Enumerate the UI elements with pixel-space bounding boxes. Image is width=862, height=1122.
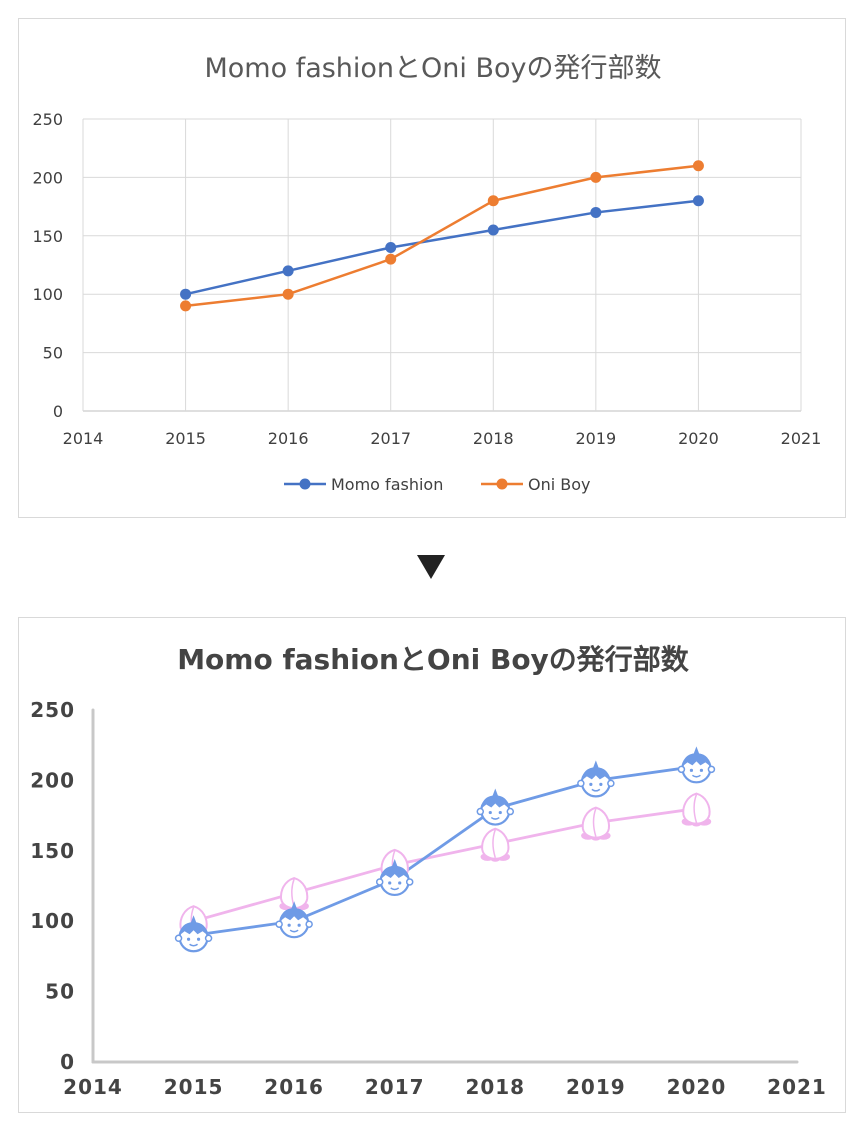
x-tick-label: 2014 bbox=[63, 429, 104, 448]
y-tick-label: 50 bbox=[43, 344, 63, 363]
x-tick-label: 2015 bbox=[164, 1075, 224, 1099]
x-tick-label: 2018 bbox=[465, 1075, 525, 1099]
legend-entry: Momo fashion bbox=[284, 475, 443, 494]
line-chart-original: Momo fashionとOni Boyの発行部数 0 50 100 150 200 25… bbox=[32, 53, 822, 494]
y-tick-label: 250 bbox=[32, 110, 63, 129]
legend-entry: Oni Boy bbox=[481, 475, 591, 494]
series-line bbox=[185, 164, 699, 308]
x-tick-label: 2016 bbox=[268, 429, 309, 448]
data-point bbox=[385, 241, 397, 253]
oni-boy-icon bbox=[677, 746, 716, 784]
x-tick-label: 2017 bbox=[365, 1075, 425, 1099]
y-tick-label: 200 bbox=[32, 168, 63, 187]
data-point bbox=[590, 206, 602, 218]
oni-boy-icon bbox=[476, 788, 515, 826]
legend-label: Momo fashion bbox=[331, 475, 443, 494]
y-tick-label: 150 bbox=[30, 839, 75, 863]
data-point bbox=[692, 195, 704, 207]
down-arrow-icon bbox=[417, 555, 445, 579]
oni-boy-icon bbox=[577, 760, 615, 798]
chart-title-illustrated: Momo fashionとOni Boyの発行部数 bbox=[177, 643, 690, 676]
oni-boy-icon bbox=[174, 915, 213, 953]
legend-marker bbox=[496, 478, 508, 490]
y-tick-label: 100 bbox=[30, 909, 75, 933]
data-point bbox=[487, 195, 499, 207]
data-point bbox=[692, 160, 704, 172]
y-tick-label: 50 bbox=[45, 980, 75, 1004]
chart-panel-illustrated: Momo fashionとOni Boyの発行部数 0 50 100 150 200 25… bbox=[18, 617, 846, 1113]
y-tick-label: 200 bbox=[30, 768, 75, 792]
chart-title: Momo fashionとOni Boyの発行部数 bbox=[204, 53, 661, 84]
legend-label: Oni Boy bbox=[528, 475, 591, 494]
x-tick-label: 2018 bbox=[473, 429, 514, 448]
y-tick-label: 0 bbox=[53, 402, 63, 421]
oni-boy-icon bbox=[275, 901, 313, 939]
data-point bbox=[180, 288, 192, 300]
y-tick-label: 250 bbox=[30, 698, 75, 722]
x-tick-label: 2014 bbox=[63, 1075, 123, 1099]
x-tick-label: 2019 bbox=[566, 1075, 626, 1099]
data-point bbox=[282, 288, 294, 300]
oni-boy-icon bbox=[375, 858, 414, 897]
peach-icon bbox=[581, 806, 611, 841]
series-line bbox=[185, 199, 699, 296]
data-point bbox=[180, 300, 192, 312]
series-line bbox=[193, 764, 697, 937]
data-point bbox=[385, 253, 397, 265]
legend-marker bbox=[299, 478, 311, 490]
data-point bbox=[590, 171, 602, 183]
y-tick-label: 0 bbox=[60, 1050, 75, 1074]
line-chart-illustrated: Momo fashionとOni Boyの発行部数 0 50 100 150 200 25… bbox=[30, 643, 827, 1099]
y-tick-label: 150 bbox=[32, 227, 63, 246]
y-tick-label: 100 bbox=[32, 285, 63, 304]
data-point bbox=[487, 224, 499, 236]
chart-panel-original: Momo fashionとOni Boyの発行部数 0 50 100 150 200 25… bbox=[18, 18, 846, 518]
x-tick-label: 2019 bbox=[575, 429, 616, 448]
x-tick-label: 2020 bbox=[678, 429, 719, 448]
x-tick-label: 2020 bbox=[667, 1075, 727, 1099]
series-line bbox=[193, 807, 697, 923]
data-point bbox=[282, 265, 294, 277]
x-tick-label: 2017 bbox=[370, 429, 411, 448]
x-tick-label: 2021 bbox=[767, 1075, 827, 1099]
x-tick-label: 2021 bbox=[781, 429, 822, 448]
x-tick-label: 2016 bbox=[264, 1075, 324, 1099]
peach-icon bbox=[681, 792, 712, 827]
peach-icon bbox=[480, 827, 511, 862]
x-tick-label: 2015 bbox=[165, 429, 206, 448]
